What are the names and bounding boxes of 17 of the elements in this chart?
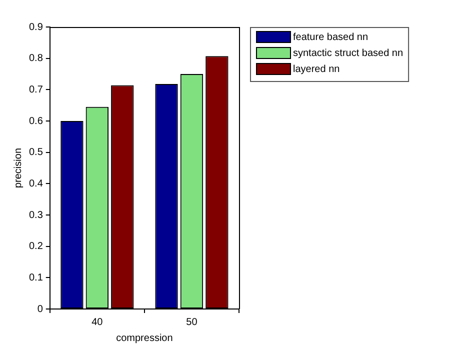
y-tick-label: 0.9 — [28, 22, 44, 33]
legend-label: syntactic struct based nn — [293, 48, 404, 59]
y-tick-label: 0.1 — [28, 272, 44, 284]
x-axis-title: compression — [116, 332, 173, 344]
y-tick-label: 0.3 — [28, 210, 44, 221]
y-tick-label: 0.7 — [28, 84, 44, 96]
y-tick-label: 0.6 — [28, 116, 44, 127]
y-tick-label: 0 — [37, 304, 44, 315]
y-tick-label: 0.5 — [28, 147, 44, 158]
legend-label: layered nn — [293, 64, 340, 75]
y-tick-label: 0.4 — [28, 178, 44, 190]
x-tick-label: 40 — [92, 316, 104, 328]
y-tick-label: 0.8 — [28, 53, 44, 64]
x-tick-label: 50 — [186, 316, 198, 328]
y-tick-label: 0.2 — [28, 241, 44, 252]
legend-label: feature based nn — [293, 32, 368, 43]
y-axis-title: precision — [12, 148, 24, 188]
